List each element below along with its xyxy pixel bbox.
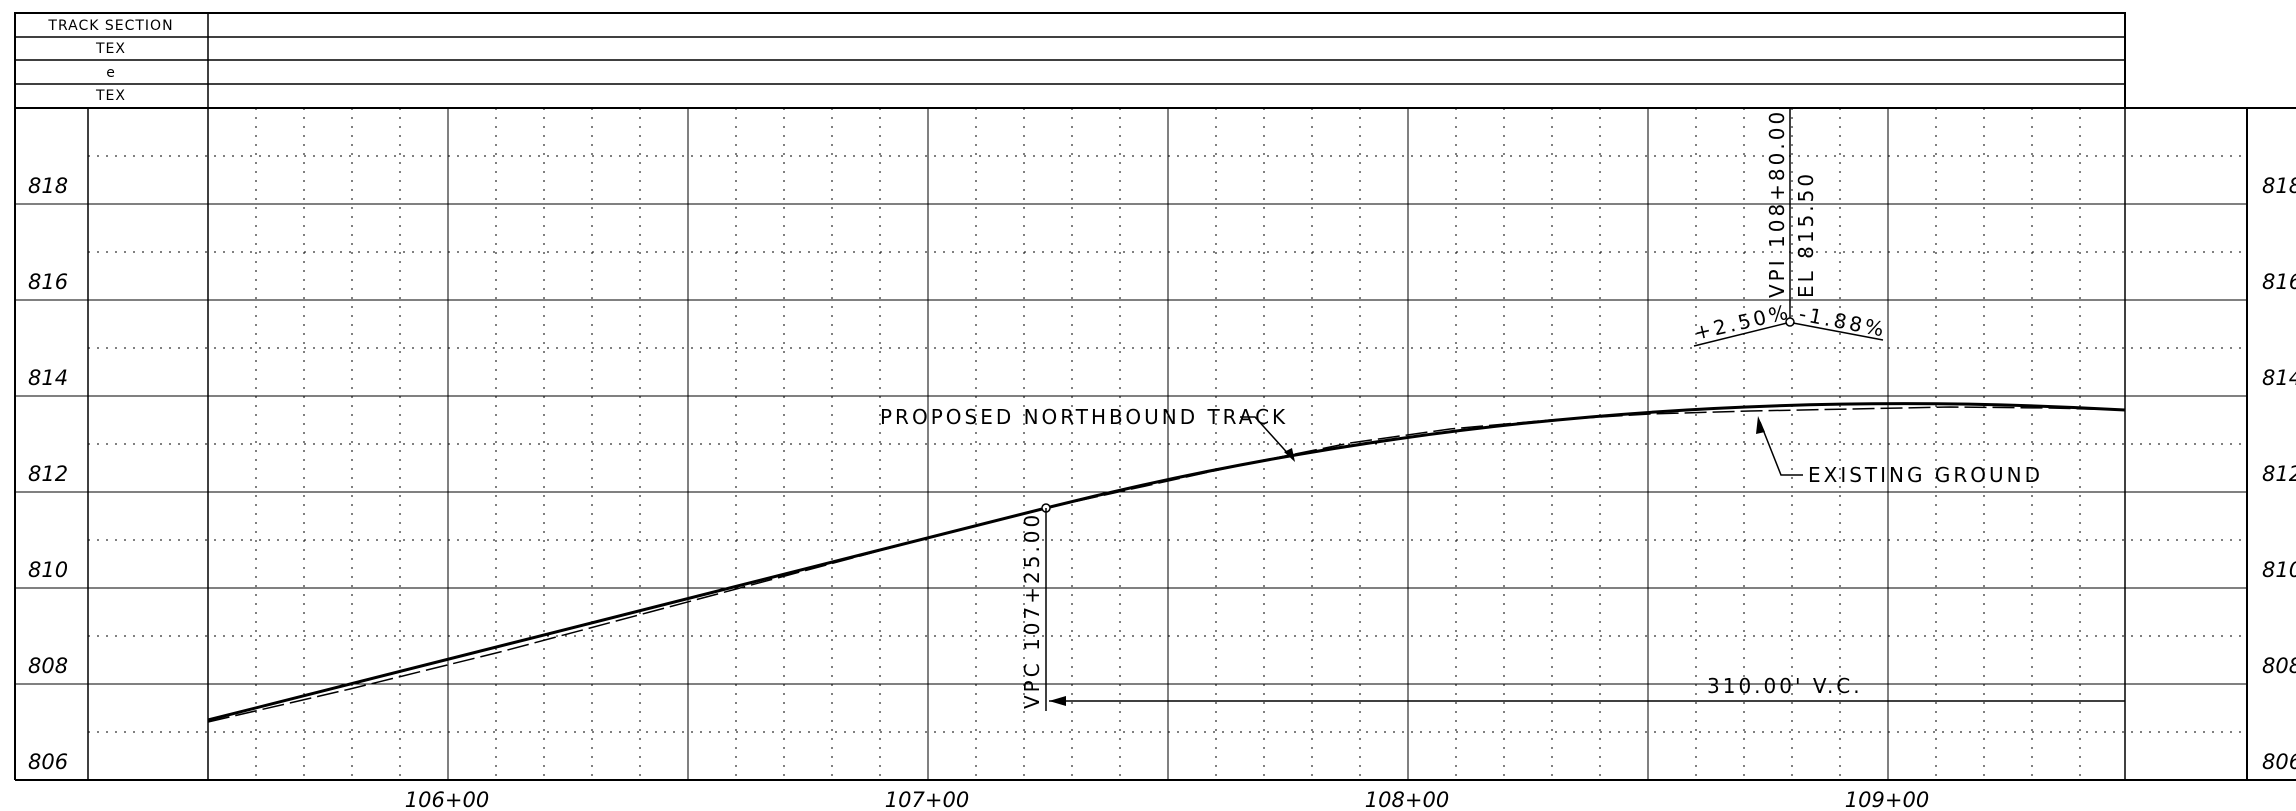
- elevation-label-left-814: 814: [28, 366, 68, 390]
- elevation-label-left-816: 816: [28, 270, 68, 294]
- elevation-label-left-808: 808: [28, 654, 68, 678]
- elevation-label-left-812: 812: [28, 462, 68, 486]
- vpi-station-label: VPI 108+80.00: [1765, 109, 1789, 298]
- grade-in-line: [1693, 322, 1788, 347]
- grade-in-label: +2.50%: [1692, 299, 1793, 344]
- elevation-label-right-814: 814: [2262, 366, 2296, 390]
- elevation-label-right-808: 808: [2262, 654, 2296, 678]
- proposed-track-profile: [207, 402, 2126, 722]
- station-label-109: 109+00: [1845, 788, 1929, 811]
- elevation-label-right-806: 806: [2262, 750, 2296, 774]
- header-row-track-section: TRACK SECTION: [47, 18, 173, 34]
- elevation-label-right-810: 810: [2262, 558, 2296, 582]
- proposed-track-label: PROPOSED NORTHBOUND TRACK: [880, 405, 1288, 429]
- existing-ground-arrow: [1756, 416, 1765, 434]
- vpc-station-label: VPC 107+25.00: [1020, 512, 1044, 709]
- elevation-label-left-818: 818: [28, 174, 68, 198]
- station-label-108: 108+00: [1365, 788, 1449, 811]
- profile-frame: [14, 107, 2296, 781]
- elevation-label-right-818: 818: [2262, 174, 2296, 198]
- header-row-tex-1: TEX: [95, 41, 126, 57]
- station-label-107: 107+00: [885, 788, 969, 811]
- grid-minor-lines: [88, 108, 2247, 780]
- elevation-label-right-816: 816: [2262, 270, 2296, 294]
- station-label-106: 106+00: [405, 788, 489, 811]
- grade-out-label: -1.88%: [1797, 301, 1889, 341]
- header-row-tex-2: TEX: [95, 88, 126, 104]
- grid-major-lines: [15, 108, 2247, 780]
- elevation-label-left-810: 810: [28, 558, 68, 582]
- elevation-label-right-812: 812: [2262, 462, 2296, 486]
- existing-ground-label: EXISTING GROUND: [1808, 463, 2043, 487]
- proposed-track-arrow: [1284, 448, 1295, 462]
- elevation-label-left-806: 806: [28, 750, 68, 774]
- vpi-marker: [1785, 317, 1795, 327]
- header-row-e: e: [106, 65, 116, 81]
- vpi-elevation-label: EL 815.50: [1794, 171, 1818, 298]
- vc-dimension-arrow: [1049, 696, 1066, 706]
- existing-ground-leader: [1759, 421, 1803, 476]
- grade-out-line: [1792, 322, 1884, 341]
- header-table: [14, 12, 2126, 109]
- proposed-track-leader: [1240, 416, 1293, 459]
- vertical-curve-length-label: 310.00' V.C.: [1707, 674, 1863, 698]
